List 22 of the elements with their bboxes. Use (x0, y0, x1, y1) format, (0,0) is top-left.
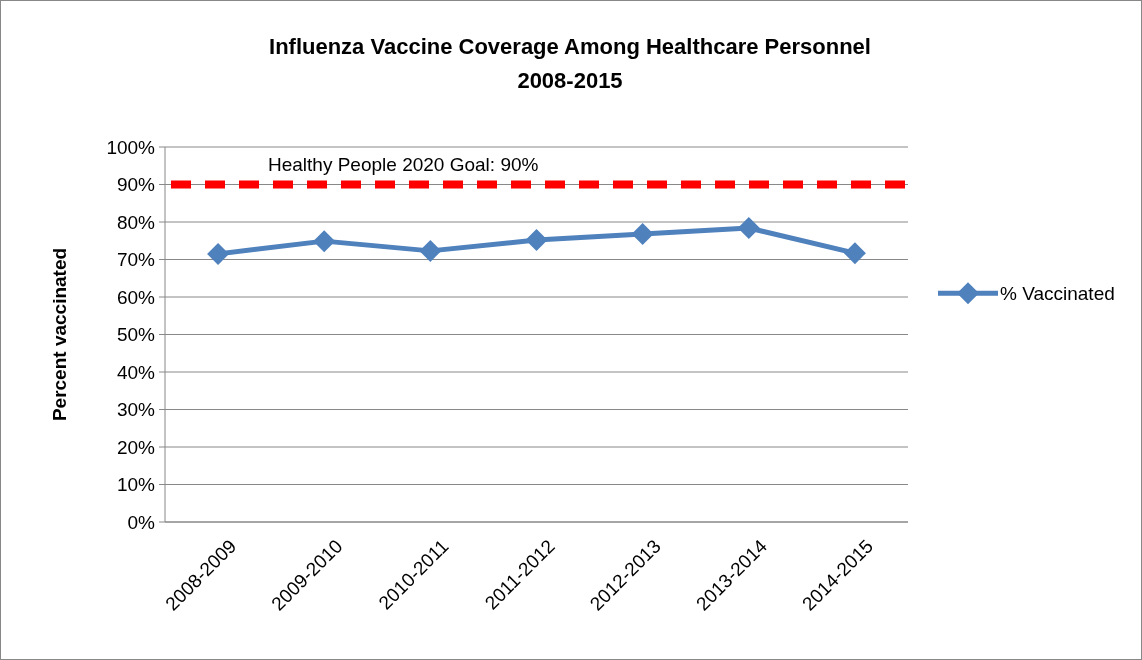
y-tick-label: 90% (116, 174, 156, 196)
y-tick-label: 70% (116, 249, 156, 271)
legend-label: % Vaccinated (1000, 282, 1115, 304)
y-tick-label: 0% (127, 511, 156, 533)
ref-line-label: Healthy People 2020 Goal: 90% (268, 153, 539, 175)
point (737, 217, 760, 239)
chart-title: Influenza Vaccine Coverage Among Healthcare Personnel 2008-2015 (269, 34, 871, 93)
y-axis-title: Percent vaccinated (49, 247, 70, 422)
y-tick-label: 80% (116, 211, 156, 233)
y-tick-label: 100% (106, 136, 156, 158)
y-tick-label: 40% (116, 361, 156, 383)
point (207, 242, 230, 265)
y-tick-label: 10% (116, 474, 156, 496)
point (313, 230, 336, 253)
y-tick-label: 60% (116, 286, 156, 308)
point (419, 239, 442, 262)
y-tick-label: 20% (116, 436, 156, 458)
point (631, 223, 654, 245)
point (525, 229, 548, 251)
point (843, 242, 866, 265)
y-tick-label: 50% (116, 324, 156, 346)
y-tick-label: 30% (116, 399, 156, 421)
